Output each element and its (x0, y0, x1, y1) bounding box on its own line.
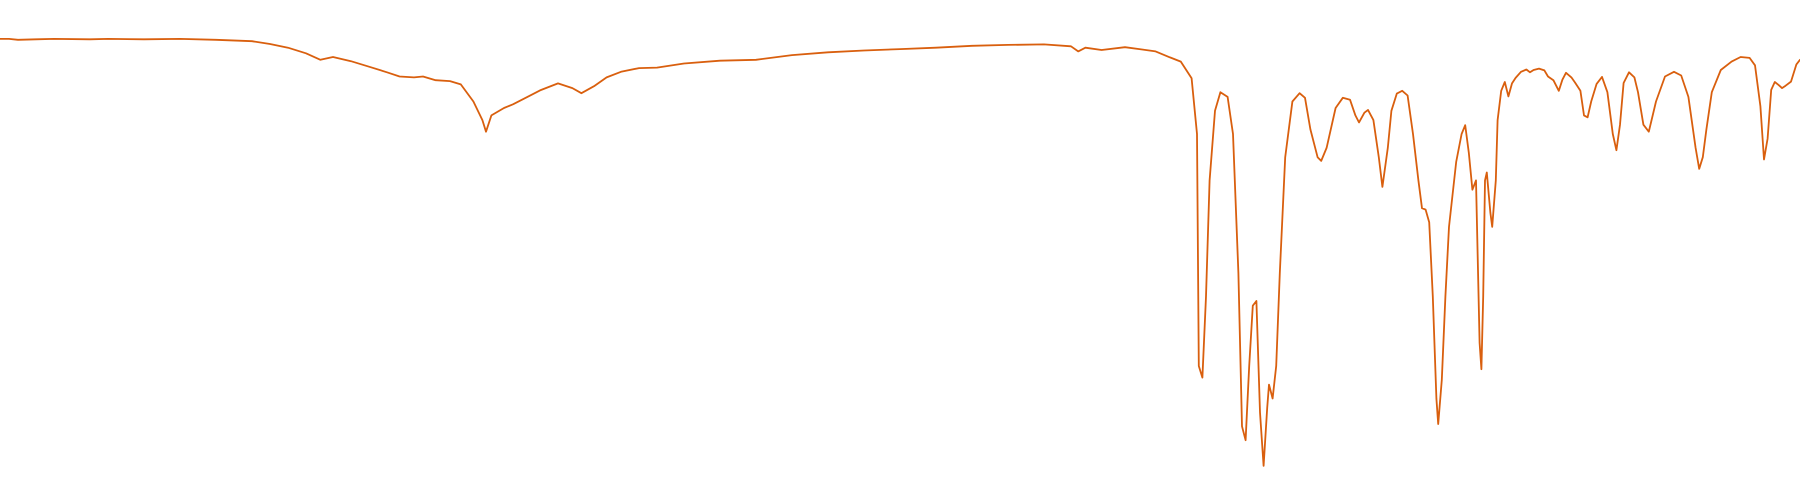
plot-area (0, 38, 1800, 467)
spectrum-series-line (0, 38, 1800, 467)
